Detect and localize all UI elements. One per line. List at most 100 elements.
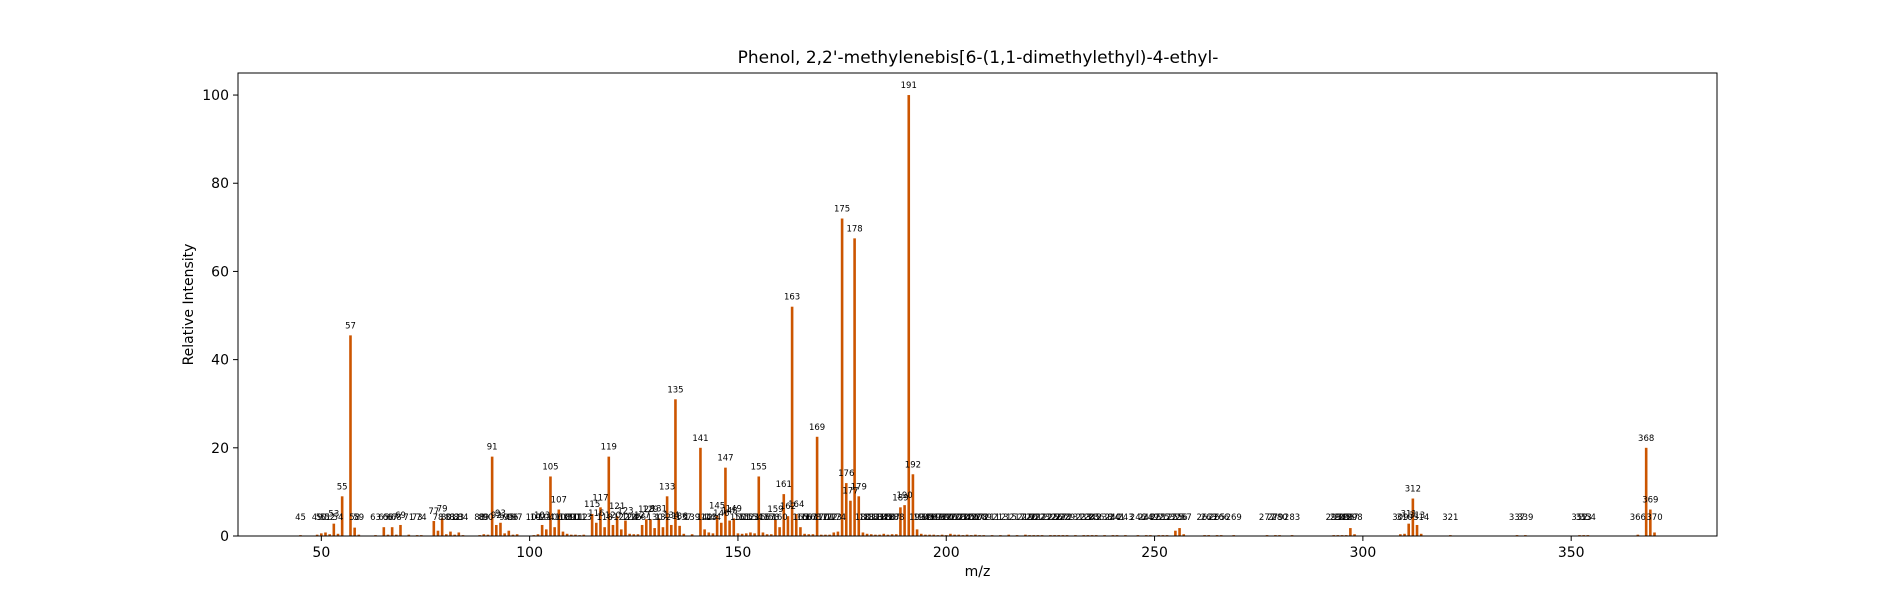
peak-label: 159: [767, 505, 783, 515]
peak-label: 137: [676, 513, 692, 523]
peak-label: 198: [930, 513, 946, 523]
peak-label: 161: [776, 480, 792, 490]
peak-label: 164: [788, 500, 804, 510]
peak-bar: [915, 529, 919, 536]
peak-bar: [320, 533, 323, 536]
peak-bar: [824, 534, 827, 536]
peak-bar: [536, 534, 540, 536]
peak-bar: [328, 534, 331, 536]
peak-label: 162: [780, 502, 796, 512]
peak-label: 127: [634, 511, 650, 521]
peak-label: 73: [412, 513, 423, 523]
peak-bar: [1649, 509, 1652, 536]
peak-bar: [894, 534, 898, 536]
peak-label: 233: [1076, 513, 1092, 523]
peak-label: 246: [1130, 513, 1146, 523]
peak-bar: [1182, 534, 1186, 536]
peak-label: 119: [601, 443, 617, 453]
peak-bar: [811, 534, 815, 536]
peak-bar: [819, 534, 823, 536]
peak-bar: [949, 533, 952, 536]
peak-label: 298: [1346, 513, 1362, 523]
peak-label: 208: [971, 513, 987, 523]
peak-label: 143: [701, 513, 717, 523]
peak-label: 220: [1021, 513, 1037, 523]
peak-label: 173: [826, 513, 842, 523]
peak-label: 74: [416, 513, 427, 523]
peak-label: 128: [638, 505, 654, 515]
peak-label: 221: [1026, 513, 1042, 523]
peak-bar: [928, 534, 931, 536]
peak-bar: [769, 534, 773, 536]
peak-label: 183: [867, 513, 883, 523]
peak-label: 160: [771, 513, 787, 523]
peak-bar: [844, 483, 848, 536]
peak-label: 142: [696, 513, 712, 523]
peak-bar: [957, 534, 961, 536]
peak-label: 269: [1226, 513, 1242, 523]
peak-label: 297: [1342, 513, 1358, 523]
peak-label: 310: [1396, 513, 1412, 523]
peak-label: 50: [316, 513, 327, 523]
peak-bar: [815, 436, 819, 536]
peak-label: 144: [705, 513, 721, 523]
peak-bar: [853, 238, 856, 536]
peak-label: 211: [984, 513, 1000, 523]
peak-label: 110: [563, 513, 579, 523]
peak-label: 106: [547, 513, 563, 523]
peak-label: 192: [905, 460, 921, 470]
peak-label: 215: [1001, 513, 1017, 523]
peak-label: 68: [391, 513, 402, 523]
peak-bar: [715, 515, 719, 536]
peak-label: 175: [834, 205, 850, 215]
peak-bar: [890, 534, 894, 536]
peak-bar: [786, 516, 790, 536]
peak-label: 96: [508, 513, 519, 523]
peak-label: 58: [349, 513, 360, 523]
peak-label: 135: [667, 385, 683, 395]
peak-bar: [615, 516, 619, 536]
peak-bar: [557, 509, 561, 536]
peak-bar: [907, 95, 911, 537]
peak-bar: [794, 513, 798, 536]
peak-label: 186: [880, 513, 896, 523]
peak-label: 88: [474, 513, 485, 523]
peak-label: 181: [859, 513, 875, 523]
peak-label: 201: [942, 513, 958, 523]
peak-bar: [899, 507, 902, 536]
peak-label: 176: [838, 469, 854, 479]
peak-label: 262: [1196, 513, 1212, 523]
peak-bar: [828, 534, 831, 536]
y-tick-label: 40: [211, 353, 229, 369]
peak-bar: [349, 335, 352, 536]
peak-label: 57: [345, 321, 356, 331]
y-axis-label: Relative Intensity: [181, 244, 197, 366]
peak-label: 174: [830, 513, 846, 523]
peak-bar: [549, 476, 552, 536]
peak-bar: [1399, 534, 1402, 536]
peak-label: 352: [1571, 513, 1587, 523]
peak-bar: [932, 534, 936, 536]
peak-label: 130: [647, 513, 663, 523]
peak-label: 107: [551, 496, 567, 506]
peak-bar: [1415, 524, 1419, 536]
peak-label: 103: [534, 511, 550, 521]
peak-bar: [965, 534, 969, 536]
peak-bar: [919, 533, 923, 536]
peak-label: 226: [1046, 513, 1062, 523]
peak-bar: [624, 520, 627, 536]
peak-label: 59: [353, 513, 364, 523]
peak-label: 229: [1059, 513, 1075, 523]
peak-bar: [1636, 534, 1640, 536]
peak-label: 145: [709, 502, 725, 512]
peak-bar: [665, 496, 669, 536]
peak-label: 321: [1442, 513, 1458, 523]
peak-label: 84: [458, 513, 469, 523]
peak-bar: [390, 527, 394, 536]
peak-bar: [1407, 523, 1411, 536]
peak-bar: [749, 532, 752, 536]
peak-bar: [440, 518, 444, 536]
peak-label: 222: [1030, 513, 1046, 523]
peak-label: 205: [959, 513, 975, 523]
